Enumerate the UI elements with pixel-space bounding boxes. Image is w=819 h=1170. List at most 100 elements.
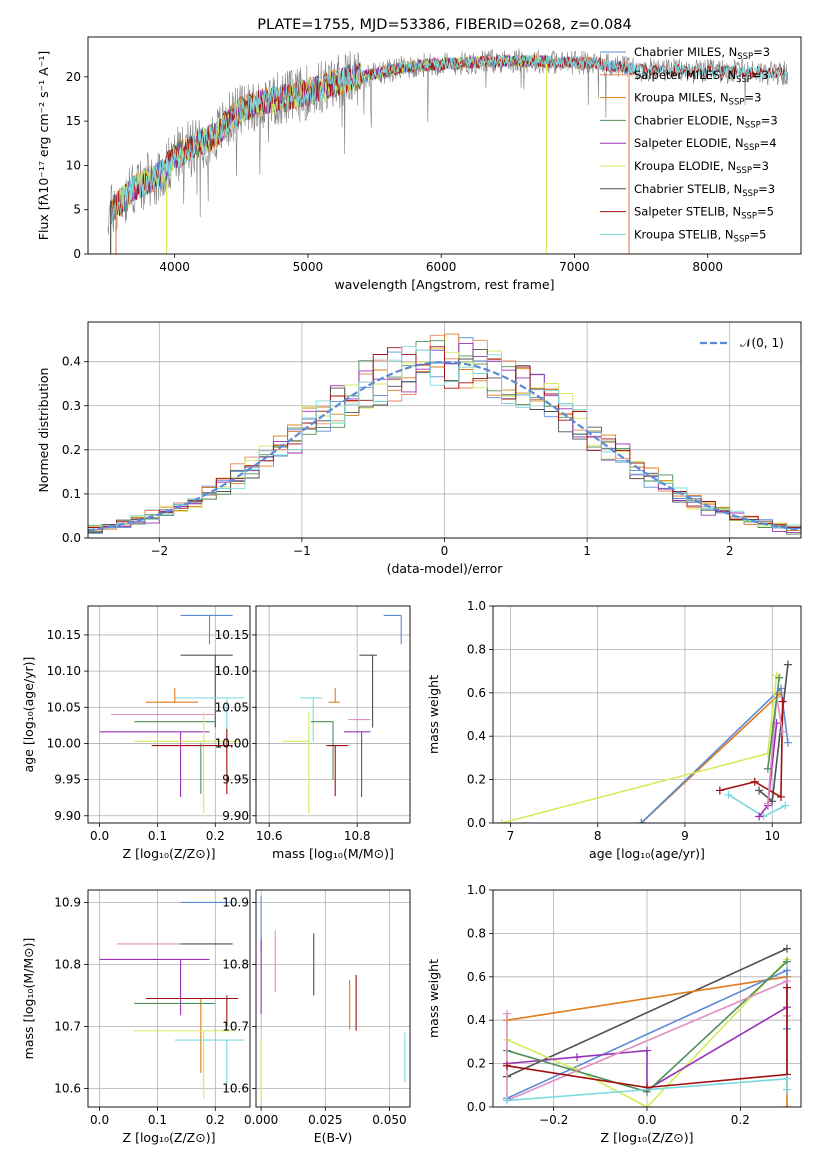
y-axis-label: Flux [fλ10⁻¹⁷ erg cm⁻² s⁻¹ A⁻¹] [36, 51, 51, 240]
axes-frame [492, 889, 802, 1108]
x-axis-label: age [log₁₀(age/yr)] [589, 846, 705, 861]
weight-series-line [501, 675, 778, 823]
y-axis-label: mass weight [426, 959, 441, 1038]
weight-marker [783, 660, 792, 669]
x-axis-label: (data-model)/error [387, 561, 504, 576]
x-tick-label: 8 [594, 829, 602, 843]
age-vs-mass-panel: 10.6 10.8 9.90 9.95 10.00 10.05 10.10 10.15 mass… [215, 605, 411, 861]
y-tick-label: 0.6 [467, 686, 486, 700]
x-tick-label: 2 [726, 544, 734, 558]
weight-marker [781, 801, 790, 810]
x-tick-label: 0.1 [148, 1113, 167, 1127]
y-tick-label: 9.90 [222, 809, 249, 823]
y-tick-label: 10.10 [215, 664, 249, 678]
weight-vs-metallicity-panel: −0.2 0.0 0.2 0.0 0.2 0.4 0.6 0.8 1.0 Z [log₁₀(Z/Z… [426, 883, 802, 1145]
weight-marker [768, 797, 777, 806]
spectrum-panel: 4000 5000 6000 7000 8000 0 5 10 15 20 wavelength [… [36, 17, 802, 292]
y-tick-label: 1.0 [467, 883, 486, 897]
y-tick-label: 0.1 [62, 487, 81, 501]
x-axis-label: E(B-V) [314, 1130, 353, 1145]
weight-marker [503, 1096, 511, 1105]
x-tick-label: 0.2 [731, 1113, 750, 1127]
axes-frame [87, 605, 251, 824]
weight-vs-age-plot-area [497, 660, 792, 823]
weight-marker [783, 983, 791, 992]
errorbar-point [99, 958, 210, 1016]
x-tick-label: −0.2 [539, 1113, 568, 1127]
legend-entry: Salpeter ELODIE, NSSP=4 [634, 136, 777, 153]
weight-marker [637, 819, 646, 823]
weight-marker [778, 727, 787, 736]
mass-vs-extinction-plot-area [260, 896, 406, 1101]
y-tick-label: 10.7 [222, 1019, 249, 1033]
weight-series-line [506, 987, 788, 1089]
x-tick-label: 0.0 [90, 829, 109, 843]
normal-curve [88, 360, 801, 532]
weight-marker [783, 944, 791, 953]
y-axis-label: age [log₁₀(age/yr)] [21, 657, 36, 773]
y-tick-label: 9.90 [54, 809, 81, 823]
weight-series-line [719, 701, 784, 799]
weight-marker [715, 786, 724, 795]
weight-marker [783, 957, 791, 966]
weight-marker [778, 697, 787, 706]
axes-frame [255, 889, 411, 1108]
y-axis-label: Normed distribution [36, 368, 51, 493]
weight-series-line [767, 677, 780, 769]
age-vs-mass-plot-area [282, 614, 402, 814]
weight-marker [763, 799, 772, 808]
weight-marker [503, 1061, 511, 1070]
y-axis-label: mass [log₁₀(M/M⊙)] [21, 938, 36, 1060]
y-tick-label: 0.0 [467, 816, 486, 830]
weight-marker [775, 673, 784, 682]
x-tick-label: 10.8 [344, 829, 371, 843]
weight-marker [783, 1103, 791, 1107]
x-tick-label: 0.000 [244, 1113, 278, 1127]
errorbar-point [154, 997, 230, 1073]
weight-marker [763, 764, 772, 773]
axes-frame [87, 889, 251, 1108]
weight-vs-metallicity-plot-area [503, 944, 791, 1107]
y-tick-label: 0.3 [62, 399, 81, 413]
errorbar-point [359, 654, 377, 728]
y-axis-label: mass weight [426, 675, 441, 754]
chart-title: PLATE=1755, MJD=53386, FIBERID=0268, z=0… [257, 17, 631, 33]
x-tick-label: 0.0 [90, 1113, 109, 1127]
errorbar-point [300, 697, 322, 742]
age-vs-metallicity-panel: 0.0 0.1 0.2 9.90 9.95 10.00 10.05 10.10 10.15 Z [… [21, 605, 251, 861]
y-tick-label: 10.05 [215, 700, 249, 714]
residual-histogram-plot-area [88, 333, 801, 538]
weight-marker [750, 777, 759, 786]
errorbar-point [311, 721, 334, 780]
legend-entry: Salpeter MILES, NSSP=3 [634, 68, 769, 85]
weight-marker [783, 738, 792, 747]
weight-marker [755, 812, 764, 821]
weight-marker [497, 819, 506, 823]
weight-marker [783, 1085, 791, 1094]
x-axis-label: mass [log₁₀(M/M⊙)] [272, 846, 394, 861]
errorbar-point [326, 745, 349, 797]
x-tick-label: 10.6 [256, 829, 283, 843]
axes-frame [255, 605, 411, 824]
x-tick-label: −1 [293, 544, 311, 558]
y-tick-label: 1.0 [467, 599, 486, 613]
y-tick-label: 10 [66, 158, 81, 172]
x-axis-label: Z [log₁₀(Z/Z⊙)] [123, 846, 216, 861]
y-tick-label: 0.2 [467, 1057, 486, 1071]
errorbar-point [134, 1030, 233, 1099]
age-vs-metallicity-plot-area [99, 614, 245, 814]
errorbar-point [180, 654, 233, 728]
weight-marker [783, 1074, 791, 1083]
residual-histogram-panel: −2 −1 0 1 2 0.0 0.1 0.2 0.3 0.4 (data-model)/error… [36, 321, 802, 576]
weight-marker [643, 1046, 651, 1055]
legend-entry: Chabrier MILES, NSSP=3 [634, 45, 770, 62]
weight-vs-age-panel: 7 8 9 10 0.0 0.2 0.4 0.6 0.8 1.0 age [log₁₀(age/yr… [426, 599, 802, 861]
y-tick-label: 10.8 [54, 957, 81, 971]
x-tick-label: 0.0 [637, 1113, 656, 1127]
x-tick-label: 4000 [159, 260, 190, 274]
x-tick-label: 0 [441, 544, 449, 558]
y-tick-label: 0.0 [467, 1100, 486, 1114]
axes-frame [492, 605, 802, 824]
y-tick-label: 10.10 [47, 664, 81, 678]
errorbar-point [145, 687, 198, 703]
